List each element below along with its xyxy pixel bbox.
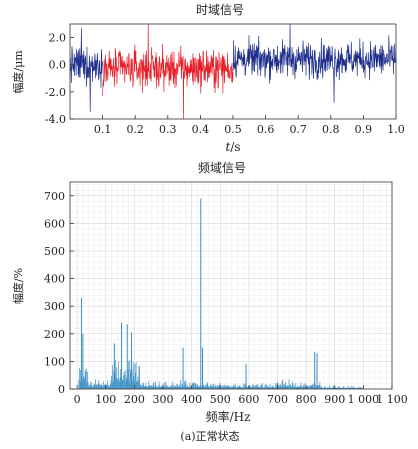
freq-x-tick-label: 300 — [153, 393, 174, 406]
freq-x-tick-label: 500 — [210, 393, 231, 406]
freq-grid — [70, 182, 392, 389]
freq-x-tick-label: 600 — [238, 393, 259, 406]
time-x-tick-label: 0.1 — [94, 123, 112, 136]
freq-y-tick-label: 600 — [44, 217, 65, 230]
freq-y-tick-label: 300 — [44, 300, 65, 313]
freq-y-axis-label: 幅度/% — [11, 268, 25, 304]
time-series-lines — [69, 23, 397, 120]
freq-spectrum-bars — [78, 198, 364, 389]
time-domain-chart: 时域信号 2.00.0-2.0-4.0 0.1 0.2 0.3 0.4 0.5 0.6 0.… — [11, 3, 405, 154]
freq-y-tick-label: 700 — [44, 190, 65, 203]
time-x-tick-label: 0.9 — [355, 123, 373, 136]
time-x-axis-label: t/s — [225, 140, 240, 154]
freq-y-tick-label: 0 — [58, 383, 65, 396]
time-x-tick-label: 0.4 — [192, 123, 210, 136]
time-x-tick-label: 0.2 — [126, 123, 144, 136]
freq-x-axis-label: 频率/Hz — [206, 409, 251, 424]
time-x-ticks: 0.1 0.2 0.3 0.4 0.5 0.6 0.7 0.8 0.9 1.0 — [94, 115, 405, 136]
time-series-2 — [232, 23, 397, 103]
time-x-axis-label-unit: /s — [230, 140, 240, 154]
time-x-tick-label: 1.0 — [387, 123, 405, 136]
time-y-axis-label: 幅度/μm — [11, 50, 25, 94]
freq-x-tick-label: 900 — [324, 393, 345, 406]
freq-x-tick-label: 0 — [74, 393, 81, 406]
freq-y-tick-label: 200 — [44, 328, 65, 341]
freq-x-tick-label: 100 — [95, 393, 116, 406]
time-plot-area — [70, 24, 396, 119]
time-y-tick-label: 2.0 — [49, 32, 67, 45]
time-series-0 — [69, 28, 103, 113]
time-x-tick-label: 0.6 — [257, 123, 275, 136]
time-x-tick-label: 0.7 — [289, 123, 307, 136]
figure-caption: (a)正常状态 — [180, 429, 239, 443]
freq-y-tick-label: 100 — [44, 355, 65, 368]
time-chart-title: 时域信号 — [196, 3, 244, 17]
freq-x-tick-label: 800 — [296, 393, 317, 406]
time-y-ticks: 2.0 0.0 -2.0 -4.0 — [45, 32, 74, 126]
time-y-tick-label: 0.0 — [49, 59, 67, 72]
freq-y-ticks: 0 100 200 300 400 500 600 700 — [44, 190, 74, 396]
time-x-tick-label: 0.8 — [322, 123, 340, 136]
frequency-domain-chart: 频域信号 0 100 200 300 400 500 600 700 0 100 200 300 40… — [11, 161, 408, 424]
freq-plot-frame — [69, 181, 393, 390]
freq-chart-title: 频域信号 — [198, 161, 246, 175]
freq-plot-area — [70, 182, 392, 389]
freq-x-tick-label: 700 — [267, 393, 288, 406]
freq-y-tick-label: 500 — [44, 245, 65, 258]
freq-x-tick-label: 200 — [124, 393, 145, 406]
freq-x-tick-label: 1 000 — [348, 393, 380, 406]
time-series-1 — [102, 23, 234, 120]
time-y-tick-label: -4.0 — [45, 113, 66, 126]
time-y-tick-label: -2.0 — [45, 86, 66, 99]
freq-y-tick-label: 400 — [44, 273, 65, 286]
time-x-tick-label: 0.3 — [159, 123, 177, 136]
time-x-tick-label: 0.5 — [224, 123, 242, 136]
time-x-axis-label-var: t — [225, 140, 230, 154]
freq-x-tick-label: 400 — [181, 393, 202, 406]
freq-x-tick-label: 1 100 — [376, 393, 408, 406]
